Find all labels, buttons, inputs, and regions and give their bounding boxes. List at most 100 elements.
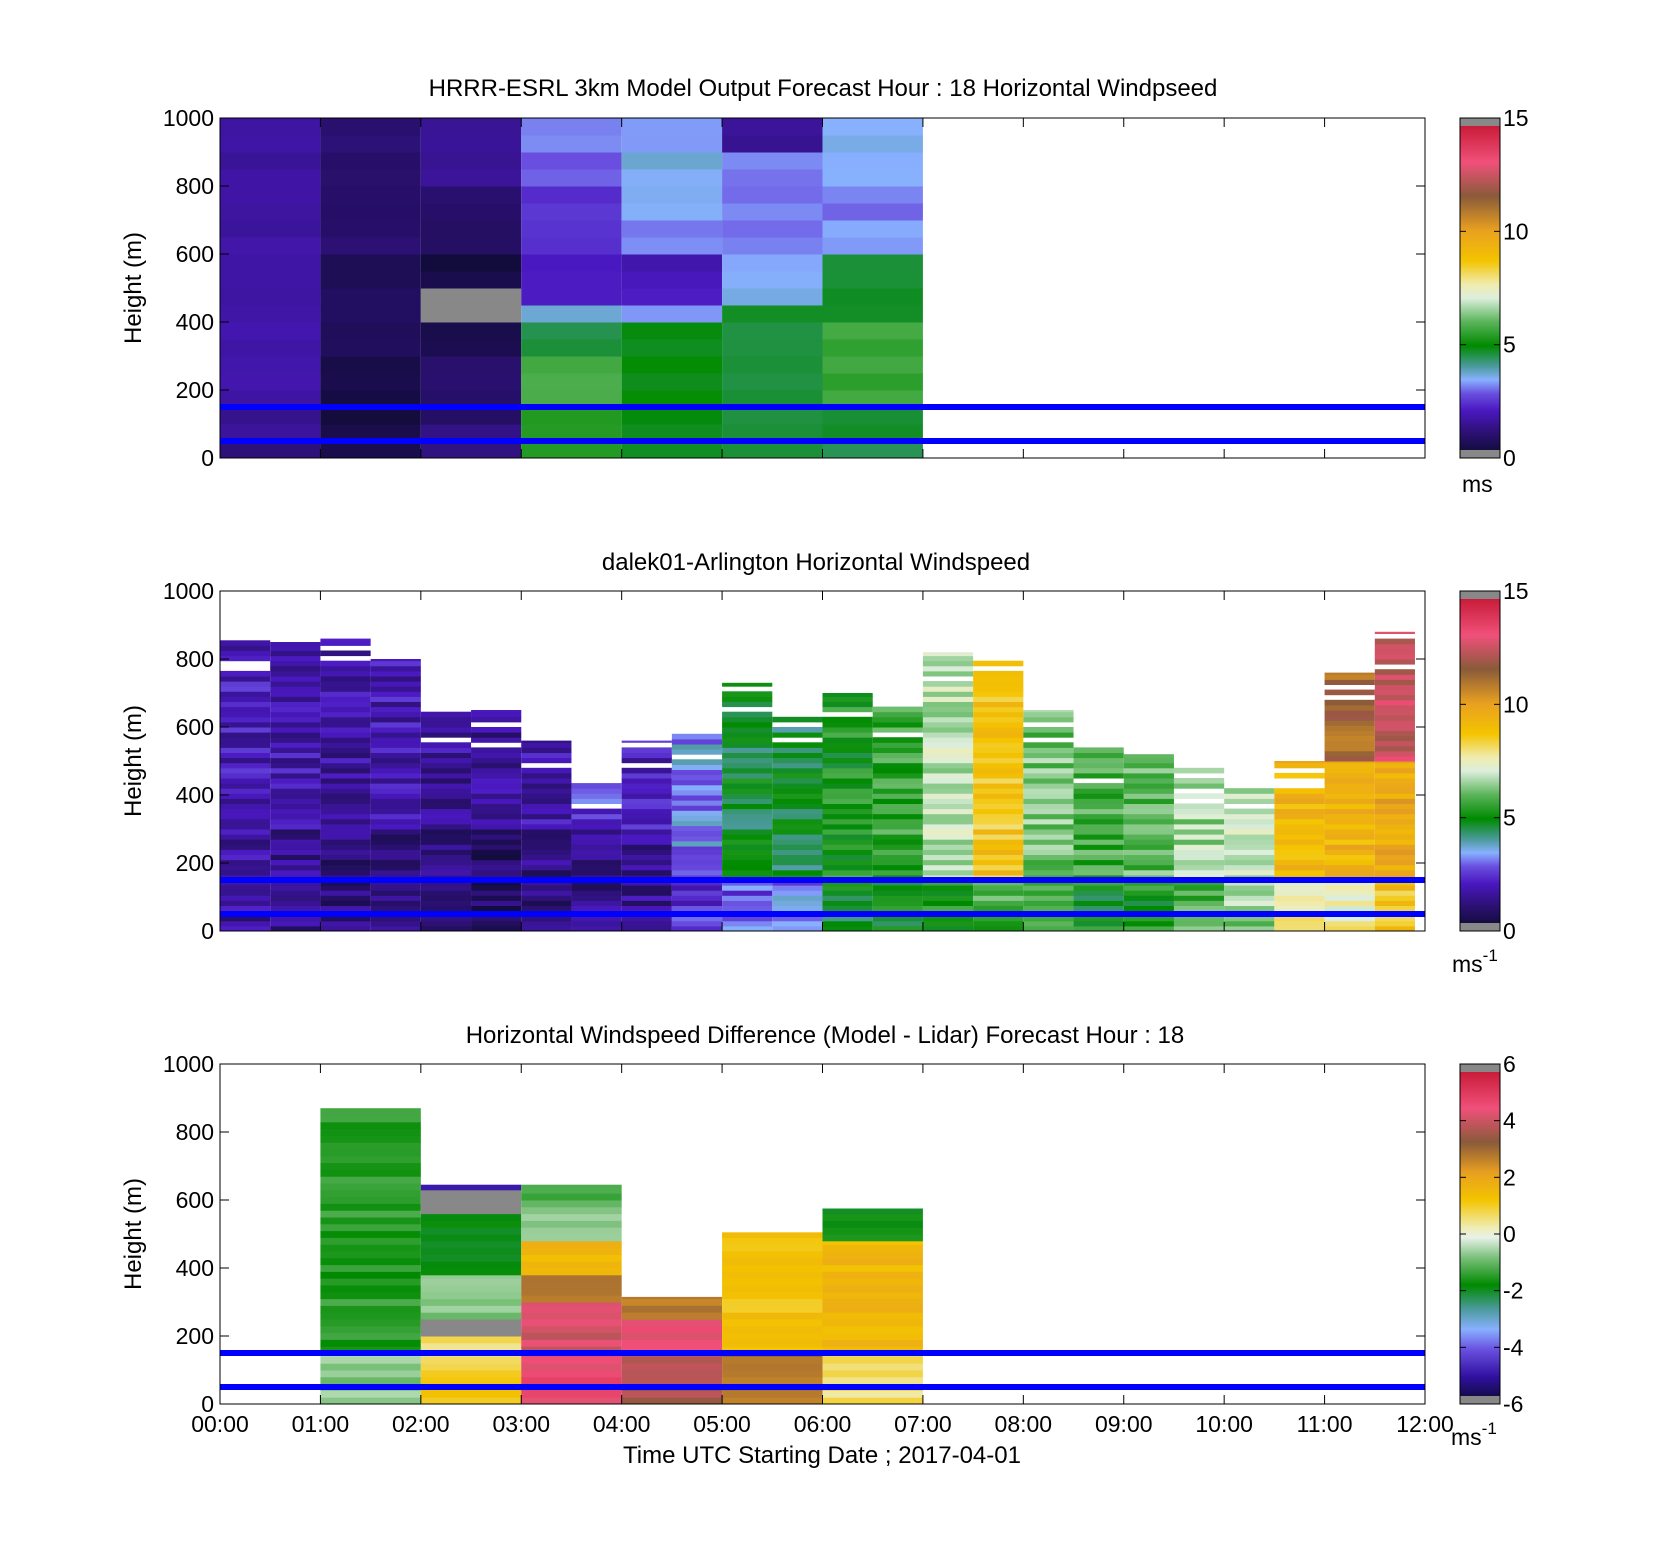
heatmap-cell bbox=[420, 1363, 522, 1371]
heatmap-cell bbox=[220, 772, 271, 779]
heatmap-cell bbox=[922, 762, 974, 769]
heatmap-cell bbox=[671, 810, 723, 816]
heatmap-cell bbox=[521, 1325, 622, 1334]
heatmap-cell bbox=[1324, 762, 1375, 769]
heatmap-cell bbox=[822, 288, 923, 306]
heatmap-cell bbox=[1324, 920, 1375, 927]
colorbar-tick-label: 15 bbox=[1503, 105, 1529, 131]
heatmap-cell bbox=[270, 696, 321, 702]
heatmap-cell bbox=[822, 798, 873, 804]
heatmap-cell bbox=[822, 834, 873, 840]
heatmap-cell bbox=[571, 839, 622, 845]
heatmap-cell bbox=[973, 711, 1024, 718]
heatmap-cell bbox=[772, 772, 823, 779]
heatmap-cell bbox=[621, 1363, 723, 1371]
heatmap-cell bbox=[270, 900, 321, 906]
heatmap-cell bbox=[521, 813, 572, 820]
heatmap-cell bbox=[220, 747, 271, 753]
heatmap-cell bbox=[621, 152, 723, 170]
heatmap-cell bbox=[1023, 767, 1074, 774]
heatmap-cell bbox=[822, 823, 873, 830]
heatmap-cell bbox=[1173, 864, 1225, 871]
heatmap-cell bbox=[320, 1230, 421, 1238]
heatmap-cell bbox=[1374, 653, 1415, 660]
heatmap-cell bbox=[822, 895, 873, 901]
heatmap-cell bbox=[1173, 890, 1225, 896]
heatmap-cell bbox=[722, 1305, 823, 1313]
heatmap-cell bbox=[772, 813, 823, 820]
heatmap-cell bbox=[1374, 905, 1415, 912]
heatmap-cell bbox=[320, 271, 421, 289]
heatmap-cell bbox=[922, 869, 974, 876]
heatmap-cell bbox=[420, 424, 522, 442]
heatmap-cell bbox=[973, 676, 1024, 682]
heatmap-cell bbox=[270, 920, 321, 927]
heatmap-cell bbox=[420, 1240, 522, 1249]
heatmap-cell bbox=[722, 322, 823, 340]
heatmap-cell bbox=[1324, 715, 1375, 721]
heatmap-cell bbox=[1324, 761, 1375, 764]
heatmap-cell bbox=[420, 747, 472, 753]
heatmap-cell bbox=[722, 885, 773, 891]
heatmap-cell bbox=[420, 900, 472, 906]
heatmap-cell bbox=[872, 864, 923, 871]
heatmap-cell bbox=[722, 152, 823, 170]
heatmap-cell bbox=[1073, 788, 1124, 794]
heatmap-cell bbox=[571, 788, 622, 794]
heatmap-cell bbox=[1224, 849, 1275, 855]
heatmap-cell bbox=[1224, 920, 1275, 927]
heatmap-cell bbox=[270, 645, 321, 651]
heatmap-cell bbox=[1173, 869, 1225, 876]
colorbar-underflow-cap bbox=[1460, 450, 1500, 458]
heatmap-cell bbox=[621, 925, 672, 932]
heatmap-cell bbox=[671, 744, 723, 750]
heatmap-cell bbox=[420, 1261, 522, 1269]
heatmap-cell bbox=[1023, 818, 1074, 825]
heatmap-cell bbox=[722, 254, 823, 272]
colorbar-tick-label: 4 bbox=[1503, 1108, 1516, 1134]
heatmap-cell bbox=[320, 859, 371, 866]
heatmap-cell bbox=[1023, 895, 1074, 901]
heatmap-cell bbox=[872, 783, 923, 789]
heatmap-cell bbox=[320, 356, 421, 374]
y-tick-label: 400 bbox=[176, 309, 214, 335]
heatmap-cell bbox=[822, 849, 873, 855]
heatmap-cell bbox=[822, 1370, 923, 1378]
heatmap-cell bbox=[621, 864, 672, 871]
heatmap-cell bbox=[571, 823, 622, 830]
heatmap-cell bbox=[621, 203, 723, 221]
heatmap-cell bbox=[420, 237, 522, 255]
heatmap-cell bbox=[320, 665, 371, 672]
heatmap-cell bbox=[320, 1142, 421, 1150]
heatmap-cell bbox=[471, 818, 522, 825]
heatmap-cell bbox=[872, 778, 923, 784]
heatmap-cell bbox=[320, 441, 421, 459]
heatmap-cell bbox=[220, 890, 271, 896]
heatmap-cell bbox=[822, 118, 923, 136]
heatmap-cell bbox=[370, 783, 421, 789]
heatmap-cell bbox=[772, 808, 823, 815]
heatmap-cell bbox=[722, 869, 773, 876]
heatmap-cell bbox=[370, 920, 421, 927]
x-tick-label: 06:00 bbox=[794, 1411, 852, 1437]
heatmap-cell bbox=[1023, 798, 1074, 804]
heatmap-cell bbox=[822, 803, 873, 810]
y-tick-label: 800 bbox=[176, 646, 214, 672]
heatmap-cell bbox=[1324, 750, 1375, 757]
panel-lidar-cells bbox=[220, 631, 1415, 932]
heatmap-cell bbox=[320, 757, 371, 764]
x-tick-label: 09:00 bbox=[1095, 1411, 1153, 1437]
heatmap-cell bbox=[973, 686, 1024, 692]
heatmap-cell bbox=[822, 1291, 923, 1300]
heatmap-cell bbox=[922, 834, 974, 840]
heatmap-cell bbox=[1123, 864, 1174, 871]
heatmap-cell bbox=[521, 118, 622, 136]
heatmap-cell bbox=[1123, 818, 1174, 825]
heatmap-cell bbox=[1123, 900, 1174, 906]
heatmap-cell bbox=[822, 1234, 923, 1242]
heatmap-cell bbox=[320, 1291, 421, 1300]
heatmap-cell bbox=[922, 864, 974, 871]
heatmap-cell bbox=[370, 701, 421, 708]
heatmap-cell bbox=[1023, 762, 1074, 769]
heatmap-cell bbox=[270, 839, 321, 845]
